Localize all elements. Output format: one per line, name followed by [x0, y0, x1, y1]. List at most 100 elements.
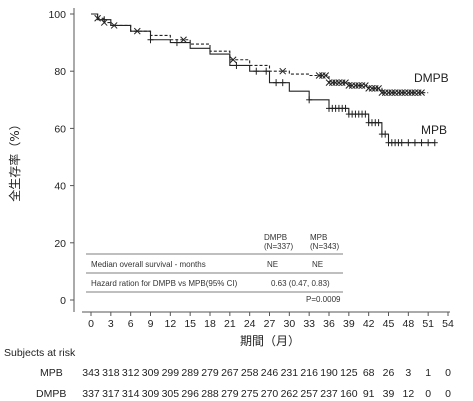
risk-value-dmpb: 296 [181, 388, 199, 400]
censor-mark-stroke [322, 72, 330, 79]
censor-mark-dmpb [404, 89, 412, 97]
x-tick-label: 24 [244, 318, 256, 330]
risk-value-mpb: 258 [241, 367, 259, 379]
risk-value-dmpb: 160 [340, 388, 358, 400]
x-tick-label: 15 [184, 318, 196, 330]
y-tick-label: 0 [60, 295, 66, 307]
risk-value-mpb: 1 [425, 367, 431, 379]
risk-value-mpb: 125 [340, 367, 358, 379]
censor-mark-stroke [229, 56, 237, 64]
risk-value-dmpb: 314 [122, 388, 140, 400]
censor-mark-mpb [398, 139, 405, 147]
risk-value-dmpb: 309 [142, 388, 160, 400]
risk-value-dmpb: 337 [82, 388, 100, 400]
x-tick-label: 21 [224, 318, 236, 330]
censor-mark-mpb [173, 39, 180, 47]
censor-mark-stroke [180, 36, 187, 44]
y-ticks: 0 20 40 60 80 100 [48, 9, 74, 307]
censor-mark-mpb [306, 96, 313, 104]
risk-value-mpb: 267 [221, 367, 239, 379]
censor-mark-dmpb [375, 85, 382, 92]
risk-row-label-dmpb: DMPB [36, 388, 66, 400]
inset-row-median-dmpb: NE [267, 260, 278, 269]
risk-value-dmpb: 257 [300, 388, 318, 400]
censor-mark-mpb [405, 139, 412, 147]
series-line-mpb [91, 13, 435, 144]
series-layer [91, 13, 438, 147]
censor-mark-dmpb [325, 79, 333, 86]
risk-value-mpb: 279 [201, 367, 219, 379]
inset-col-dmpb-n: (N=337) [264, 242, 293, 251]
risk-value-dmpb: 305 [162, 388, 180, 400]
risk-value-dmpb: 275 [241, 388, 259, 400]
x-tick-label: 30 [283, 318, 295, 330]
censor-mark-dmpb [180, 36, 187, 44]
risk-value-mpb: 246 [261, 367, 279, 379]
y-tick-label: 20 [54, 238, 66, 250]
risk-value-mpb: 190 [320, 367, 338, 379]
inset-row-median-label: Median overall survival - months [91, 260, 206, 269]
risk-value-mpb: 216 [300, 367, 318, 379]
censor-mark-mpb [147, 36, 154, 44]
risk-value-mpb: 68 [363, 367, 375, 379]
series-label-dmpb: DMPB [414, 71, 449, 85]
inset-col-mpb-n: (N=343) [310, 242, 339, 251]
risk-value-dmpb: 237 [320, 388, 338, 400]
censor-mark-mpb [279, 79, 286, 87]
risk-value-mpb: 343 [82, 367, 100, 379]
censor-mark-dmpb [229, 56, 237, 64]
x-tick-label: 18 [204, 318, 216, 330]
risk-value-dmpb: 0 [425, 388, 431, 400]
risk-value-mpb: 231 [281, 367, 299, 379]
censor-mark-mpb [101, 16, 108, 24]
x-tick-label: 33 [303, 318, 315, 330]
risk-value-dmpb: 262 [281, 388, 299, 400]
censor-mark-mpb [425, 139, 432, 147]
censor-mark-dmpb [322, 72, 330, 79]
risk-value-mpb: 318 [102, 367, 120, 379]
y-axis-title: 全生存率（%） [7, 118, 22, 201]
x-tick-label: 27 [264, 318, 276, 330]
censor-mark-dmpb [395, 89, 402, 97]
inset-row-median-mpb: NE [312, 260, 323, 269]
x-tick-label: 39 [343, 318, 355, 330]
y-tick-label: 60 [54, 123, 66, 135]
y-tick-label: 40 [54, 181, 66, 193]
censor-mark-mpb [362, 110, 369, 118]
x-tick-label: 42 [363, 318, 375, 330]
risk-values: 343 318 312 309 299 289 279 267 258 246 231 216 190 1… [82, 367, 451, 400]
risk-row-label-mpb: MPB [40, 367, 63, 379]
risk-value-dmpb: 270 [261, 388, 279, 400]
risk-value-mpb: 312 [122, 367, 140, 379]
risk-value-mpb: 309 [142, 367, 160, 379]
censor-mark-dmpb [385, 89, 392, 97]
x-tick-label: 54 [442, 318, 454, 330]
risk-value-dmpb: 279 [221, 388, 239, 400]
risk-value-mpb: 26 [383, 367, 395, 379]
risk-value-dmpb: 91 [363, 388, 375, 400]
censor-mark-mpb [382, 130, 389, 138]
censor-mark-stroke [362, 82, 369, 89]
series-line-dmpb [91, 13, 429, 94]
x-tick-label: 45 [383, 318, 395, 330]
censor-mark-dmpb [335, 79, 343, 86]
x-tick-label: 6 [128, 318, 134, 330]
inset-pvalue: P=0.0009 [306, 295, 341, 304]
inset-col-mpb: MPB [310, 233, 327, 242]
risk-value-mpb: 3 [405, 367, 411, 379]
censor-mark-mpb [233, 61, 240, 69]
censor-mark-mpb [375, 119, 382, 127]
inset-col-dmpb: DMPB [264, 233, 287, 242]
x-tick-label: 9 [148, 318, 154, 330]
censor-mark-dmpb [279, 67, 287, 75]
x-tick-label: 51 [422, 318, 434, 330]
censor-mark-mpb [342, 104, 349, 112]
censor-mark-mpb [431, 139, 438, 147]
censor-mark-stroke [279, 67, 287, 75]
risk-value-dmpb: 317 [102, 388, 120, 400]
censor-mark-mpb [273, 79, 280, 87]
inset-row-hr-label: Hazard ration for DMPB vs MPB(95% CI) [91, 279, 238, 288]
censor-mark-mpb [418, 139, 425, 147]
risk-value-dmpb: 0 [445, 388, 451, 400]
